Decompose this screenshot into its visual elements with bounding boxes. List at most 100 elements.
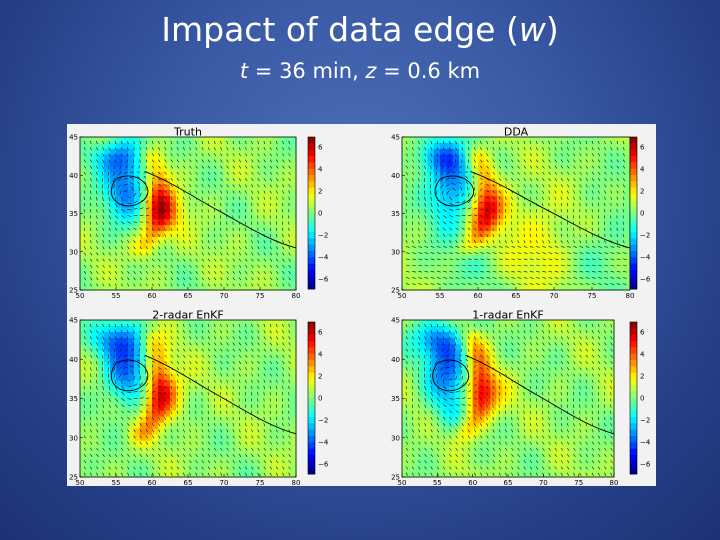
heatmap-cell xyxy=(254,422,261,430)
heatmap-cell xyxy=(459,172,466,179)
heatmap-cell xyxy=(465,242,473,250)
heatmap-cell xyxy=(116,470,123,478)
heatmap-cell xyxy=(611,254,618,262)
heatmap-cell xyxy=(86,374,93,381)
wind-vector xyxy=(176,227,178,231)
wind-vector xyxy=(579,196,581,200)
heatmap-cell xyxy=(452,189,460,197)
heatmap-cell xyxy=(98,410,105,418)
heatmap-cell xyxy=(182,254,189,262)
wind-vector xyxy=(473,147,476,151)
colorbar-segment xyxy=(630,156,637,163)
wind-vector xyxy=(244,246,248,250)
heatmap-cell xyxy=(122,422,129,430)
heatmap-cell xyxy=(92,326,99,333)
colorbar-segment xyxy=(630,270,637,277)
heatmap-cell xyxy=(459,219,466,226)
heatmap-cell xyxy=(200,201,207,209)
heatmap-cell xyxy=(176,189,183,197)
heatmap-cell xyxy=(182,440,189,448)
heatmap-cell xyxy=(218,266,225,273)
heatmap-cell xyxy=(110,266,117,273)
wind-vector xyxy=(89,215,92,219)
heatmap-cell xyxy=(266,392,273,400)
heatmap-cell xyxy=(465,248,473,256)
wind-vector xyxy=(158,240,161,244)
wind-vector xyxy=(424,264,429,267)
heatmap-cell xyxy=(194,428,201,436)
heatmap-cell xyxy=(110,248,117,256)
wind-vector xyxy=(102,416,105,421)
wind-vector xyxy=(114,215,119,219)
heatmap-cell xyxy=(176,440,183,448)
wind-vector xyxy=(89,373,92,377)
wind-vector xyxy=(226,165,229,169)
heatmap-cell xyxy=(452,219,460,226)
wind-vector xyxy=(257,264,260,268)
heatmap-cell xyxy=(278,148,285,156)
heatmap-cell xyxy=(200,219,207,226)
heatmap-cell xyxy=(541,154,549,162)
wind-vector xyxy=(480,188,483,191)
wind-vector xyxy=(164,258,167,262)
heatmap-cell xyxy=(272,213,279,220)
wind-vector xyxy=(467,227,471,231)
heatmap-cell xyxy=(260,446,267,454)
wind-vector xyxy=(566,153,570,157)
heatmap-cell xyxy=(471,154,479,162)
wind-vector xyxy=(114,336,117,340)
heatmap-cell xyxy=(122,266,129,273)
heatmap-cell xyxy=(266,320,273,327)
heatmap-cell xyxy=(152,422,159,430)
heatmap-cell xyxy=(611,231,618,238)
wind-vector xyxy=(207,240,210,244)
heatmap-cell xyxy=(560,137,568,144)
wind-vector xyxy=(529,258,534,261)
heatmap-cell xyxy=(617,272,625,279)
wind-vector xyxy=(585,270,590,273)
heatmap-cell xyxy=(110,410,117,418)
heatmap-cell xyxy=(158,398,165,406)
heatmap-cell xyxy=(617,195,625,203)
heatmap-cell xyxy=(80,368,87,375)
wind-vector xyxy=(195,271,198,274)
wind-vector xyxy=(461,233,465,237)
wind-vector xyxy=(542,252,547,254)
heatmap-cell xyxy=(212,219,219,226)
wind-vector xyxy=(529,202,531,207)
wind-vector xyxy=(257,258,260,262)
heatmap-cell xyxy=(140,195,147,203)
heatmap-cell xyxy=(104,338,111,345)
heatmap-cell xyxy=(573,166,580,173)
heatmap-cell xyxy=(592,266,599,273)
heatmap-cell xyxy=(194,189,201,197)
heatmap-cell xyxy=(110,260,117,268)
heatmap-cell xyxy=(421,172,428,179)
heatmap-cell xyxy=(230,428,237,436)
heatmap-cell xyxy=(535,219,542,226)
heatmap-cell xyxy=(440,142,447,150)
heatmap-cell xyxy=(266,137,273,144)
heatmap-cell xyxy=(284,446,291,454)
heatmap-cell xyxy=(427,178,435,185)
heatmap-cell xyxy=(459,166,466,173)
wind-vector xyxy=(449,153,451,157)
heatmap-cell xyxy=(200,172,207,179)
wind-vector xyxy=(573,178,576,182)
wind-vector xyxy=(430,147,433,151)
heatmap-cell xyxy=(218,207,225,215)
heatmap-cell xyxy=(104,422,111,430)
heatmap-cell xyxy=(146,219,153,226)
wind-vectors xyxy=(83,140,291,287)
heatmap-cell xyxy=(212,320,219,327)
wind-vector xyxy=(523,184,526,188)
wind-vector xyxy=(517,147,520,151)
heatmap-cell xyxy=(134,201,141,209)
wind-vector xyxy=(89,264,93,268)
heatmap-cell xyxy=(278,464,285,472)
heatmap-cell xyxy=(170,374,177,381)
heatmap-cell xyxy=(592,178,599,185)
wind-vector xyxy=(492,190,495,194)
wind-vector xyxy=(529,209,531,213)
heatmap-cell xyxy=(218,142,225,150)
